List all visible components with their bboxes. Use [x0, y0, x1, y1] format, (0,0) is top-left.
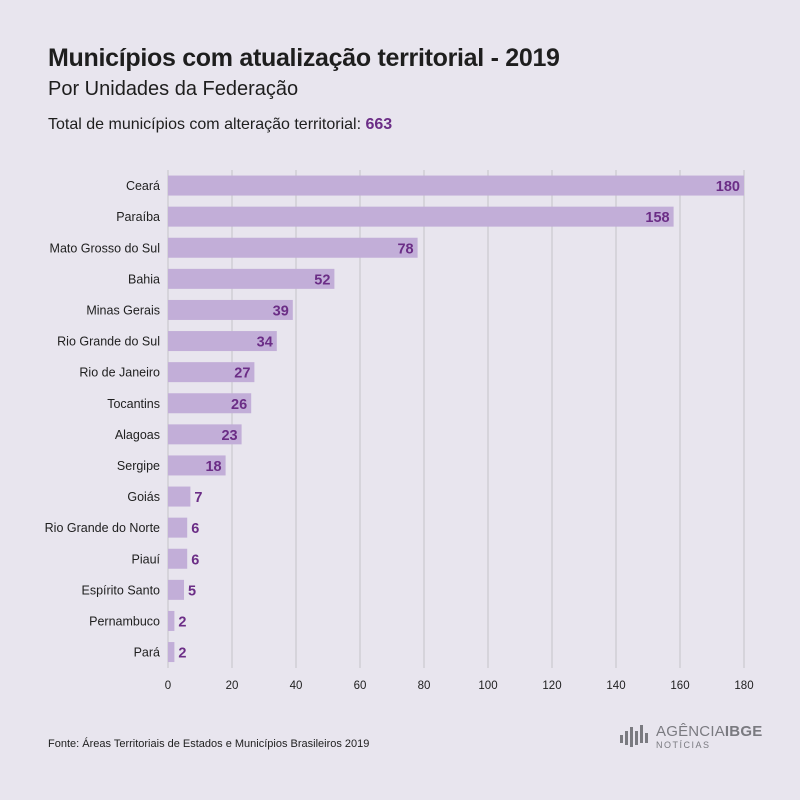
x-tick-label: 80: [418, 680, 431, 692]
brand-name-b: IBGE: [724, 723, 763, 740]
bar: [168, 642, 175, 663]
category-label: Alagoas: [115, 428, 160, 442]
data-label: 158: [645, 210, 669, 226]
total-value: 663: [365, 116, 393, 133]
bar: [168, 393, 252, 414]
data-label: 5: [188, 583, 196, 599]
bar: [168, 362, 255, 383]
bar: [168, 268, 335, 289]
x-tick-label: 120: [542, 680, 561, 692]
data-label: 180: [716, 179, 740, 195]
data-label: 2: [178, 646, 186, 662]
total-label: Total de municípios com alteração territ…: [48, 116, 366, 133]
data-label: 6: [191, 552, 199, 568]
bar: [168, 299, 293, 320]
x-tick-label: 40: [290, 680, 303, 692]
data-label: 78: [397, 241, 413, 257]
category-label: Minas Gerais: [86, 303, 160, 317]
category-label: Rio Grande do Sul: [57, 335, 160, 349]
data-label: 52: [314, 272, 330, 288]
bar: [168, 455, 226, 476]
total-line: Total de municípios com alteração territ…: [48, 116, 392, 134]
category-label: Tocantins: [107, 397, 160, 411]
category-label: Ceará: [126, 179, 160, 193]
brand-logo: AGÊNCIAIBGE NOTÍCIAS: [620, 724, 762, 750]
x-tick-label: 100: [478, 680, 497, 692]
bar: [168, 331, 277, 352]
x-tick-label: 60: [354, 680, 367, 692]
data-label: 2: [178, 614, 186, 630]
x-tick-label: 0: [165, 680, 171, 692]
bar: [168, 517, 188, 538]
ibge-logo-icon: [620, 725, 648, 747]
category-label: Pernambuco: [89, 614, 160, 628]
category-label: Mato Grosso do Sul: [50, 241, 160, 255]
data-label: 23: [221, 428, 237, 444]
x-tick-label: 180: [734, 680, 753, 692]
brand-sub: NOTÍCIAS: [656, 740, 711, 750]
brand-name-a: AGÊNCIA: [656, 723, 725, 740]
category-label: Pará: [134, 646, 160, 660]
data-label: 26: [231, 397, 247, 413]
category-label: Rio Grande do Norte: [45, 521, 160, 535]
page-title: Municípios com atualização territorial -…: [48, 44, 560, 72]
data-label: 7: [194, 490, 202, 506]
bar: [168, 237, 418, 258]
data-label: 27: [234, 366, 250, 382]
category-label: Goiás: [127, 490, 160, 504]
brand-name: AGÊNCIAIBGE: [656, 724, 762, 739]
bar: [168, 206, 674, 227]
page-subtitle: Por Unidades da Federação: [48, 78, 299, 100]
bar: [168, 548, 188, 569]
bar: [168, 579, 184, 600]
x-tick-label: 160: [670, 680, 689, 692]
category-label: Rio de Janeiro: [79, 366, 160, 380]
data-label: 39: [273, 303, 289, 319]
x-tick-label: 20: [226, 680, 239, 692]
bar: [168, 486, 191, 507]
bar: [168, 175, 744, 196]
bar: [168, 424, 242, 445]
category-label: Bahia: [128, 272, 160, 286]
data-label: 34: [257, 335, 273, 351]
category-label: Espírito Santo: [81, 583, 160, 597]
x-tick-label: 140: [606, 680, 625, 692]
category-label: Sergipe: [117, 459, 160, 473]
bar: [168, 610, 175, 631]
source-note: Fonte: Áreas Territoriais de Estados e M…: [48, 738, 370, 750]
category-label: Piauí: [132, 552, 161, 566]
data-label: 18: [205, 459, 221, 475]
category-label: Paraíba: [116, 210, 160, 224]
data-label: 6: [191, 521, 199, 537]
